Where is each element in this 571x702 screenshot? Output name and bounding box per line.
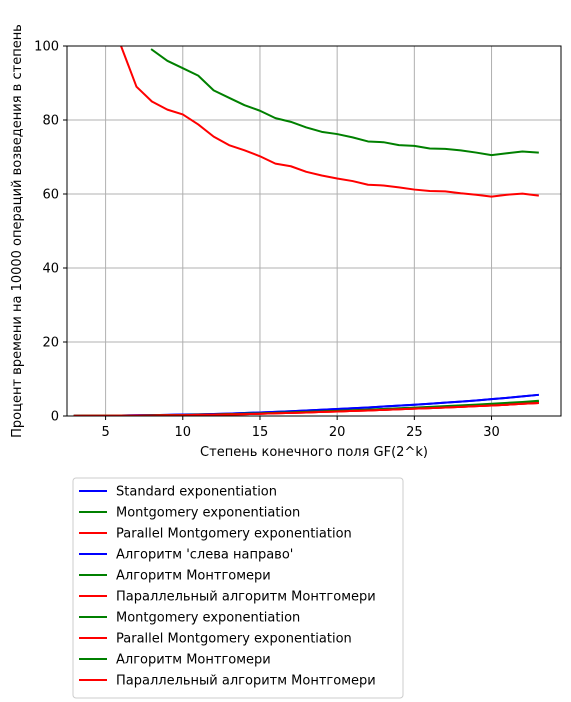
legend-entry: Параллельный алгоритм Монтгомери [116,674,376,689]
x-tick-label: 5 [101,425,109,440]
y-tick-label: 100 [34,40,59,55]
x-tick-label: 20 [329,425,346,440]
legend-box [72,477,404,699]
legend-entry: Standard exponentiation [116,485,277,500]
legend-entry: Алгоритм Монтгомери [116,653,271,668]
series-line-2 [119,46,539,198]
legend: Standard exponentiation Montgomery expone… [72,477,404,699]
x-tick-label: 30 [483,425,500,440]
x-tick-label: 10 [175,425,192,440]
legend-entry: Montgomery exponentiation [116,611,300,626]
legend-entry: Parallel Montgomery exponentiation [116,527,352,542]
y-tick-label: 80 [42,114,59,129]
legend-entry: Montgomery exponentiation [116,506,300,521]
plot-frame [66,45,562,417]
x-tick-label: 15 [252,425,269,440]
legend-entry: Алгоритм 'слева направо' [116,548,293,563]
x-axis-label: Степень конечного поля GF(2^k) [200,445,428,460]
legend-entry: Parallel Montgomery exponentiation [116,632,352,647]
x-tick-label: 25 [406,425,423,440]
grid [67,45,561,417]
x-axis: 5 10 15 20 25 30 [101,416,500,440]
y-tick-label: 60 [42,188,59,203]
y-axis-label: Процент времени на 10000 операций возвед… [10,24,25,438]
y-tick-label: 0 [51,410,59,425]
y-axis: 0 20 40 60 80 100 [34,40,67,425]
legend-entry: Алгоритм Монтгомери [116,569,271,584]
y-tick-label: 20 [42,336,59,351]
series-line-9 [73,402,539,416]
y-tick-label: 40 [42,262,59,277]
series-layer [73,46,539,416]
legend-entry: Параллельный алгоритм Монтгомери [116,590,376,605]
series-line-1 [150,48,539,157]
